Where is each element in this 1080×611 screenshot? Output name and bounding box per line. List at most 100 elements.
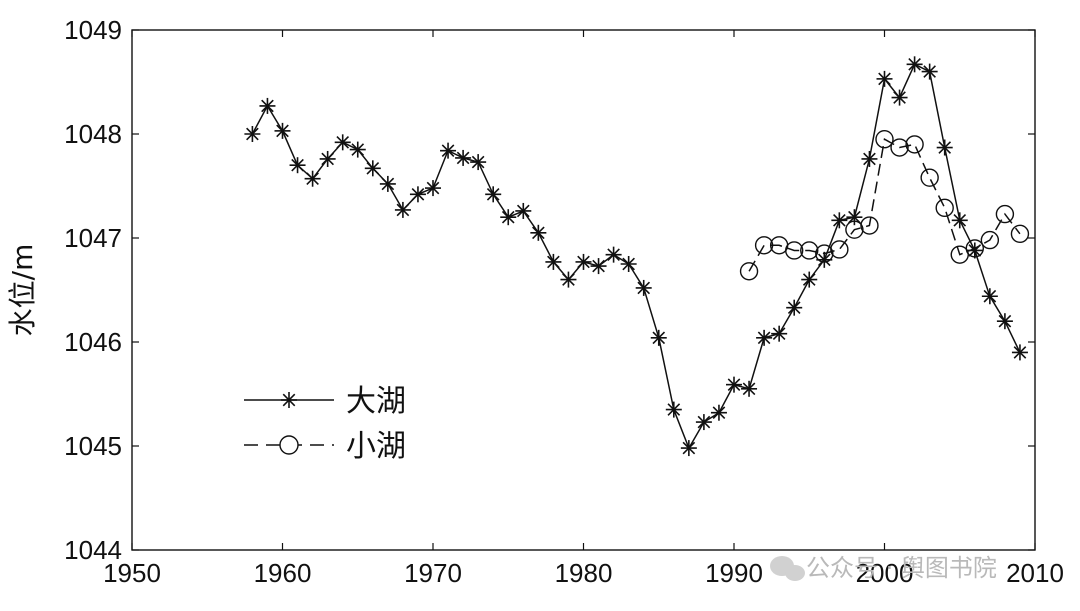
asterisk-stroke	[396, 203, 410, 217]
legend-marker-asterisk	[281, 392, 297, 408]
asterisk-stroke	[366, 161, 380, 175]
data-point	[726, 376, 742, 393]
asterisk-stroke	[336, 135, 350, 149]
asterisk-stroke	[577, 255, 590, 269]
asterisk-stroke	[501, 210, 515, 224]
asterisk-stroke	[953, 213, 967, 227]
asterisk-stroke	[441, 144, 455, 157]
data-point	[815, 244, 834, 263]
data-point	[289, 157, 306, 174]
asterisk-stroke	[667, 403, 681, 416]
asterisk-stroke	[682, 441, 696, 455]
data-point	[1011, 344, 1028, 361]
data-point	[560, 271, 577, 288]
asterisk-stroke	[923, 65, 936, 78]
asterisk-stroke	[282, 393, 296, 407]
data-point	[965, 239, 984, 258]
y-tick-label: 1048	[64, 119, 122, 149]
asterisk-stroke	[727, 378, 741, 391]
data-point	[590, 258, 607, 275]
data-point	[936, 139, 953, 156]
x-tick-label: 2010	[1006, 558, 1064, 588]
series-line	[251, 63, 1021, 450]
data-point	[575, 253, 592, 270]
data-point	[995, 204, 1015, 224]
asterisk-stroke	[938, 141, 952, 154]
data-point	[364, 160, 381, 177]
data-point	[860, 216, 879, 235]
asterisk-stroke	[998, 314, 1012, 328]
data-point	[605, 246, 622, 263]
x-tick-marks	[131, 30, 1036, 550]
data-point	[455, 149, 472, 166]
asterisk-stroke	[456, 151, 470, 165]
asterisk-stroke	[607, 248, 620, 261]
x-tick-label: 1980	[555, 558, 613, 588]
legend-label-big-lake: 大湖	[346, 384, 406, 419]
asterisk-stroke	[486, 187, 500, 201]
asterisk-stroke	[562, 273, 575, 286]
data-point	[635, 279, 652, 296]
data-point	[650, 329, 667, 346]
data-point	[710, 404, 727, 421]
data-point	[996, 313, 1013, 330]
data-point	[425, 180, 441, 197]
data-point	[785, 241, 804, 260]
asterisk-stroke	[381, 177, 395, 191]
asterisk-stroke	[592, 259, 605, 273]
data-point	[935, 198, 954, 218]
asterisk-stroke	[848, 210, 861, 224]
data-point	[891, 89, 908, 106]
asterisk-stroke	[983, 289, 997, 303]
data-point	[695, 414, 712, 431]
y-axis-label: 水位/m	[6, 244, 39, 337]
asterisk-stroke	[1013, 346, 1027, 359]
asterisk-stroke	[712, 406, 726, 420]
data-point	[515, 202, 532, 219]
legend: 大湖 小湖	[244, 384, 406, 464]
asterisk-stroke	[426, 181, 440, 195]
asterisk-stroke	[261, 99, 274, 113]
asterisk-stroke	[291, 158, 304, 172]
data-point	[981, 288, 998, 305]
data-point	[394, 201, 411, 218]
data-point	[771, 325, 788, 342]
data-point	[786, 299, 803, 316]
y-tick-label: 1046	[64, 327, 122, 357]
data-point	[951, 212, 968, 229]
wechat-icon	[770, 556, 805, 581]
series-layer	[244, 56, 1030, 457]
x-tick-label: 1950	[103, 558, 161, 588]
data-point	[831, 212, 848, 229]
legend-marker-circle	[279, 435, 299, 455]
watermark-text: 公众号 · 舆图书院	[806, 554, 997, 582]
legend-asterisk	[281, 392, 297, 408]
data-point	[244, 126, 261, 142]
y-tick-labels: 1044 1045 1046 1047 1048 1049	[64, 15, 122, 565]
asterisk-stroke	[622, 257, 635, 271]
asterisk-stroke	[471, 155, 485, 169]
y-tick-marks	[132, 29, 1035, 551]
data-point	[319, 150, 336, 167]
asterisk-stroke	[863, 152, 876, 166]
watermark: 公众号 · 舆图书院	[770, 554, 997, 582]
asterisk-stroke	[787, 301, 801, 315]
data-point	[800, 241, 819, 260]
x-tick-label: 1990	[705, 558, 763, 588]
data-point	[409, 186, 426, 203]
data-point	[921, 63, 938, 80]
data-point	[980, 230, 1000, 250]
asterisk-stroke	[306, 172, 319, 186]
asterisk-stroke	[276, 124, 289, 138]
asterisk-stroke	[817, 253, 831, 267]
data-point	[830, 240, 849, 259]
data-point	[349, 141, 366, 158]
asterisk-stroke	[637, 281, 651, 295]
data-point	[845, 220, 864, 239]
y-tick-label: 1044	[64, 535, 122, 565]
asterisk-stroke	[908, 57, 921, 71]
data-point	[801, 271, 818, 288]
x-tick-label: 1960	[254, 558, 312, 588]
